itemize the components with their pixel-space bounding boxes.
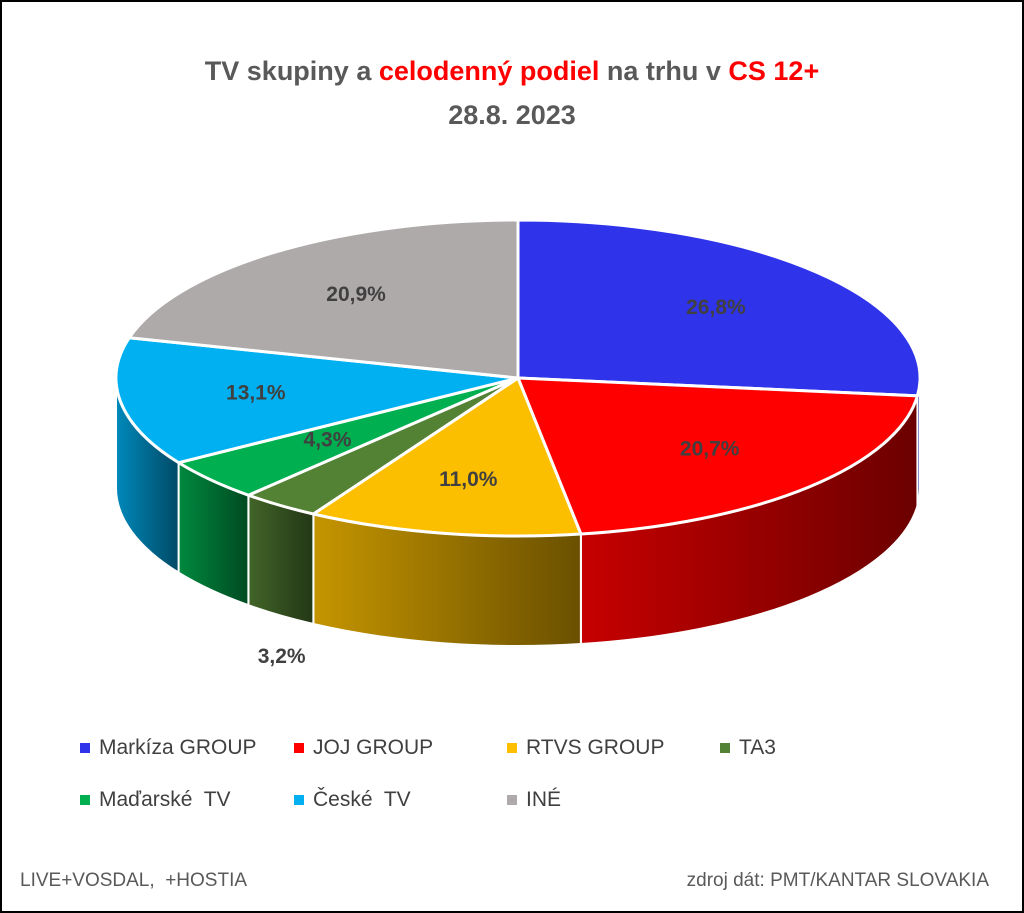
legend-swatch	[80, 795, 90, 805]
pie-slice-joj-group	[516, 376, 919, 536]
pie-slice-rtvs-group	[311, 376, 583, 538]
legend-label: Markíza GROUP	[99, 736, 257, 759]
chart-title: TV skupiny a celodenný podiel na trhu v …	[2, 56, 1022, 87]
title-part-4: CS 12+	[728, 56, 820, 86]
legend-item: České TV	[294, 788, 411, 812]
legend-swatch	[294, 795, 304, 805]
data-label-ta3: 3,2%	[258, 645, 306, 668]
footer-source: zdroj dát: PMT/KANTAR SLOVAKIA	[686, 870, 989, 891]
legend-item: Maďarské TV	[80, 788, 231, 812]
legend-label: INÉ	[526, 788, 562, 811]
data-label-mark-za-group: 26,8%	[686, 296, 746, 319]
legend-item: Markíza GROUP	[80, 736, 257, 760]
legend-item: INÉ	[507, 788, 561, 812]
data-label-in-: 20,9%	[326, 283, 386, 306]
legend-item: JOJ GROUP	[294, 736, 433, 760]
title-part-2: celodenný podiel	[378, 56, 600, 86]
title-part-3: na trhu v	[599, 56, 729, 86]
legend-swatch	[720, 743, 730, 753]
pie-slice-in-	[127, 218, 520, 380]
legend-label: Maďarské TV	[99, 788, 231, 811]
legend-swatch	[80, 743, 90, 753]
legend-swatch	[294, 743, 304, 753]
data-label--esk-tv: 13,1%	[226, 382, 286, 405]
data-label-joj-group: 20,7%	[680, 438, 740, 461]
chart-subtitle-date: 28.8. 2023	[448, 100, 576, 130]
legend-swatch	[507, 743, 517, 753]
footer-note: LIVE+VOSDAL, +HOSTIA	[20, 870, 248, 891]
pie-slice-mark-za-group	[516, 218, 922, 398]
data-label-ma-arsk-tv: 4,3%	[304, 429, 352, 452]
data-label-rtvs-group: 11,0%	[439, 468, 498, 491]
legend-swatch	[507, 795, 517, 805]
legend-label: JOJ GROUP	[313, 736, 434, 759]
legend-label: České TV	[313, 788, 411, 811]
title-part-1: TV skupiny a	[204, 56, 379, 86]
legend-item: RTVS GROUP	[507, 736, 664, 760]
legend-item: TA3	[720, 736, 776, 760]
legend-label: TA3	[739, 736, 776, 759]
pie-side-ta3	[247, 493, 315, 626]
legend-label: RTVS GROUP	[526, 736, 665, 759]
